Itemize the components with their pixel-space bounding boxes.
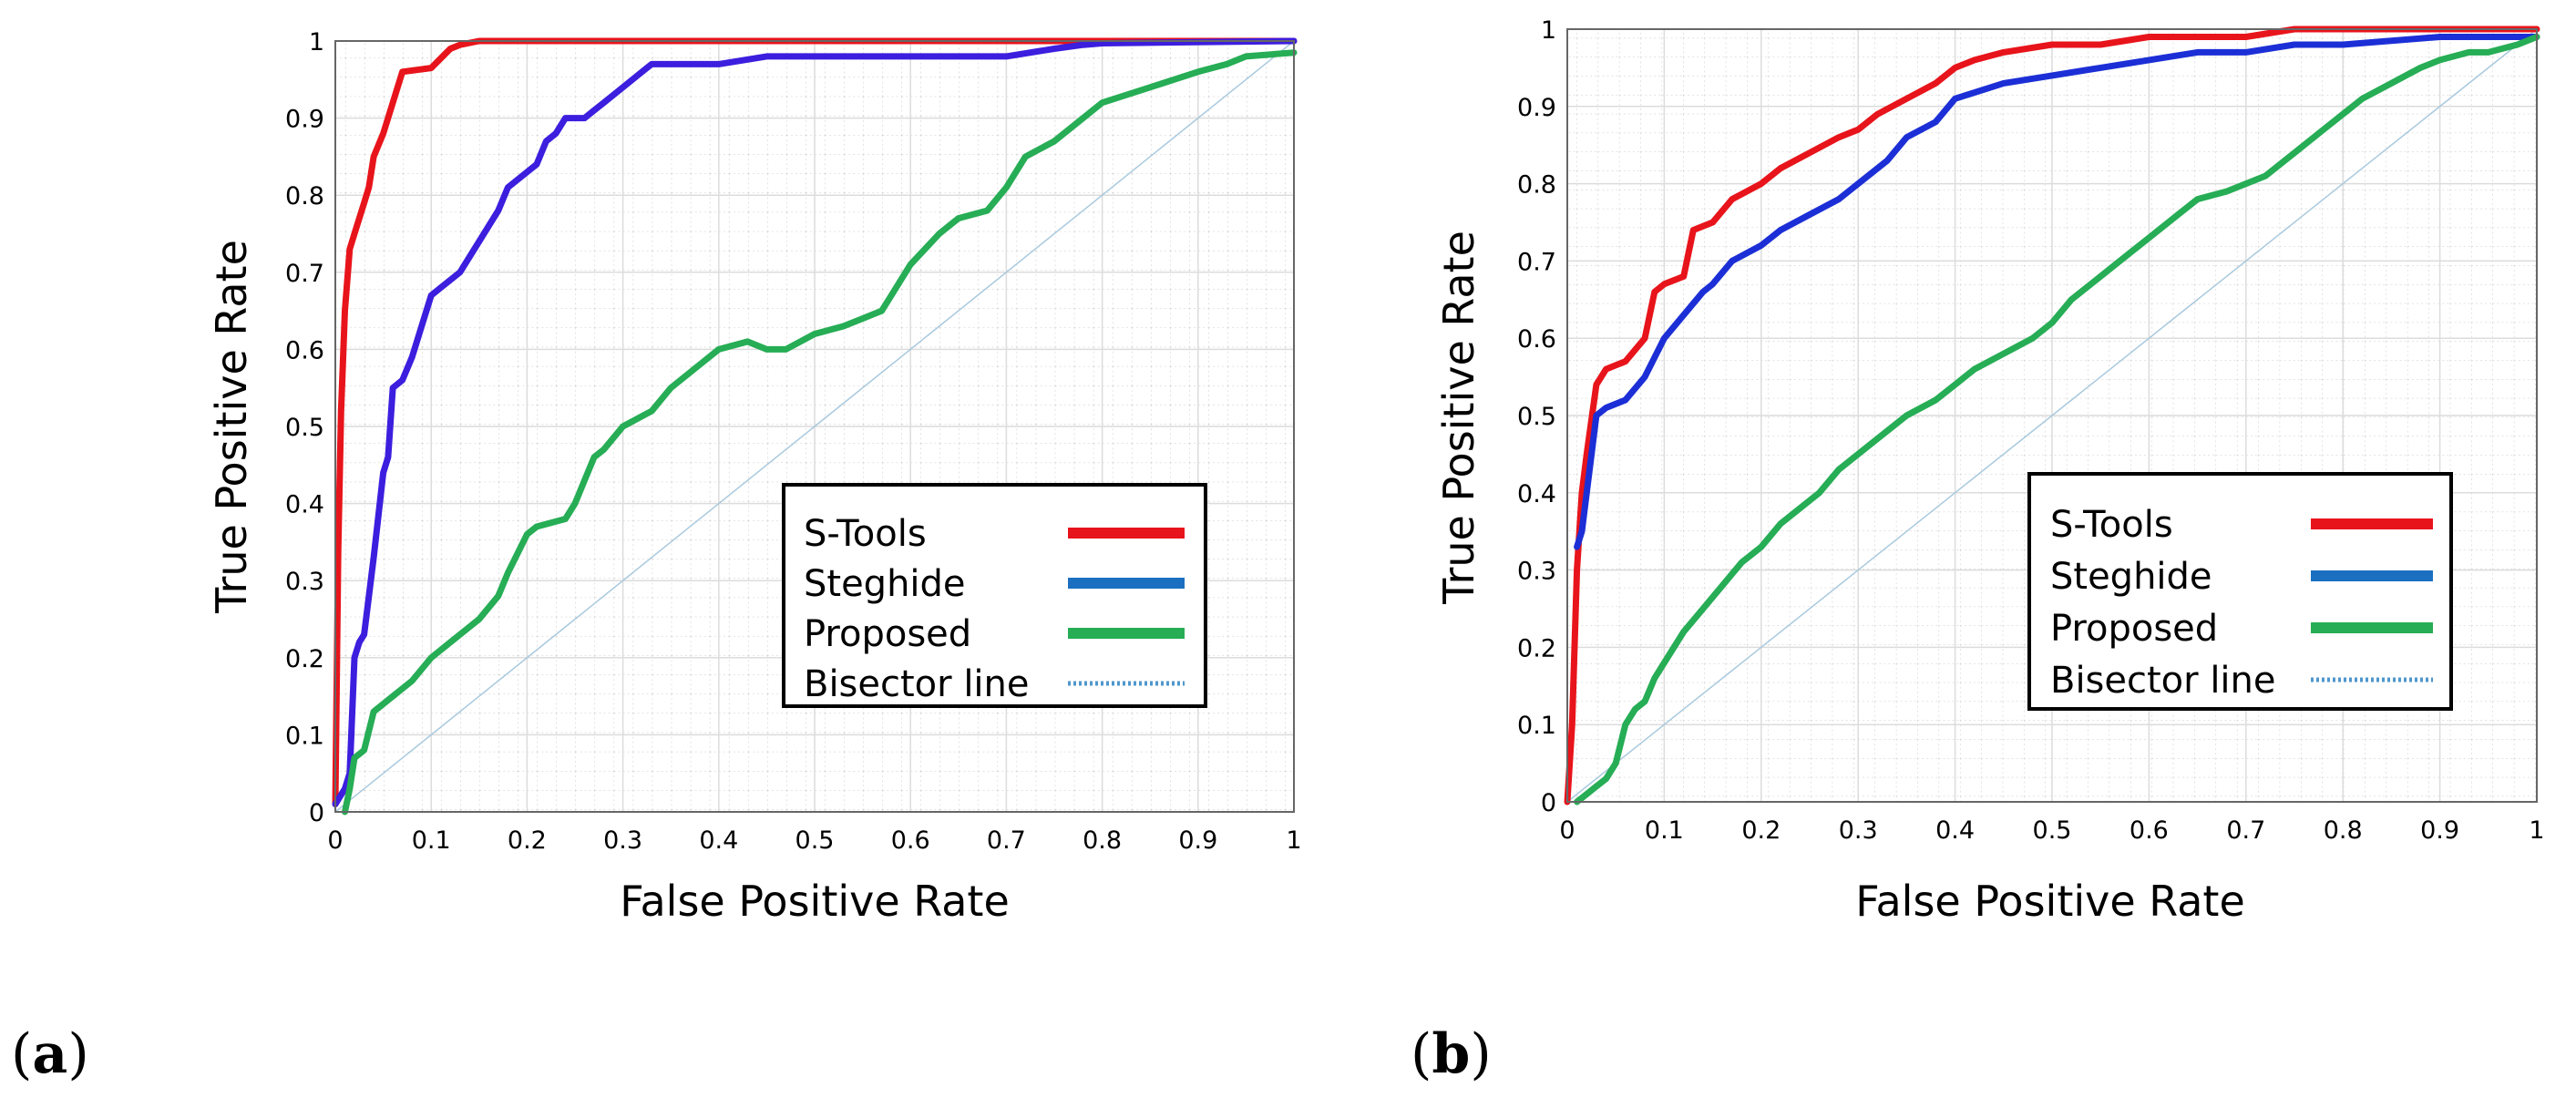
bisector-line-b (1566, 28, 2538, 803)
y-tick-label: 0.2 (285, 645, 324, 673)
x-tick-label: 0.3 (1839, 816, 1878, 845)
series-line-proposed (1574, 34, 2540, 806)
x-axis-label-a: False Positive Rate (620, 877, 1010, 926)
panel-label-a: (a) (11, 1022, 89, 1086)
y-tick-label: 0.8 (285, 182, 324, 210)
y-tick-label: 0.6 (1517, 325, 1556, 354)
bisector-line-a (334, 40, 1295, 813)
x-tick-label: 0.8 (2324, 816, 2363, 845)
legend-box-b (2027, 472, 2453, 711)
x-tick-label: 0.4 (699, 826, 738, 855)
x-axis-label-b: False Positive Rate (1855, 877, 2245, 926)
legend-label: S-Tools (804, 513, 927, 555)
series-group-b (1564, 26, 2540, 806)
chart-panel-b: 0 0.1 0.2 0.3 0.4 0.5 0.6 0.7 0.8 0.9 1 0 0.1 0.2 0.3… (1411, 16, 2545, 1086)
x-tick-label: 0.2 (1741, 816, 1781, 845)
x-tick-label: 0 (327, 826, 343, 855)
y-tick-label: 0.5 (285, 414, 324, 442)
x-tick-label: 0.8 (1083, 826, 1122, 855)
x-tick-labels-b: 0 0.1 0.2 0.3 0.4 0.5 0.6 0.7 0.8 0.9 1 (1559, 816, 2544, 845)
x-tick-label: 0.7 (987, 826, 1026, 855)
x-tick-label: 0.1 (412, 826, 451, 855)
x-tick-label: 1 (1286, 826, 1301, 855)
y-tick-label: 0.1 (285, 722, 324, 750)
x-tick-label: 0.1 (1645, 816, 1684, 845)
legend-box-a (782, 483, 1207, 708)
series-line-bisector-line (334, 40, 1295, 813)
x-tick-label: 0.3 (603, 826, 642, 855)
x-tick-label: 0.7 (2226, 816, 2265, 845)
legend-a: S-Tools Steghide Proposed Bisector line (782, 483, 1207, 708)
legend-label: Steghide (2050, 556, 2212, 598)
x-tick-labels-a: 0 0.1 0.2 0.3 0.4 0.5 0.6 0.7 0.8 0.9 1 (327, 826, 1301, 855)
x-tick-label: 0.5 (795, 826, 835, 855)
x-tick-label: 0 (1559, 816, 1575, 845)
plot-frame-a (334, 40, 1295, 813)
y-tick-label: 0.6 (285, 336, 324, 364)
y-tick-labels-b: 0 0.1 0.2 0.3 0.4 0.5 0.6 0.7 0.8 0.9 1 (1517, 16, 1556, 817)
x-tick-label: 0.9 (2420, 816, 2459, 845)
y-tick-label: 0.8 (1517, 171, 1556, 200)
y-tick-label: 0.7 (285, 260, 324, 288)
y-tick-label: 0 (309, 799, 324, 827)
series-group-a (332, 37, 1298, 816)
y-tick-label: 0.1 (1517, 712, 1556, 740)
y-tick-label: 0.2 (1517, 634, 1556, 662)
chart-panel-a: 0 0.1 0.2 0.3 0.4 0.5 0.6 0.7 0.8 0.9 1 0 0.1 0.2 0.3… (11, 28, 1302, 1086)
x-tick-label: 0.2 (508, 826, 547, 855)
y-tick-label: 0.9 (285, 106, 324, 134)
series-line-proposed (342, 49, 1298, 816)
x-tick-label: 0.9 (1178, 826, 1217, 855)
y-axis-label-a: True Positive Rate (207, 240, 256, 614)
y-tick-label: 0.3 (285, 568, 324, 596)
x-tick-label: 0.5 (2033, 816, 2072, 845)
y-tick-label: 0.4 (285, 491, 324, 519)
y-tick-label: 0.7 (1517, 248, 1556, 276)
y-tick-labels-a: 0 0.1 0.2 0.3 0.4 0.5 0.6 0.7 0.8 0.9 1 (285, 28, 324, 827)
series-line-steghide (332, 37, 1298, 807)
plot-frame-b (1566, 28, 2538, 803)
legend-label: Steghide (804, 563, 966, 605)
legend-label: Proposed (804, 613, 971, 655)
y-axis-label-b: True Positive Rate (1434, 231, 1483, 605)
x-tick-label: 0.4 (1935, 816, 1975, 845)
legend-label: Bisector line (2050, 660, 2276, 702)
y-tick-label: 0.9 (1517, 94, 1556, 122)
x-tick-label: 1 (2529, 816, 2544, 845)
series-line-steghide (1574, 34, 2540, 550)
y-tick-label: 0.4 (1517, 480, 1556, 508)
y-tick-label: 0.5 (1517, 403, 1556, 431)
x-tick-label: 0.6 (891, 826, 930, 855)
legend-b: S-Tools Steghide Proposed Bisector line (2027, 472, 2453, 711)
series-line-s-tools (332, 37, 1298, 807)
y-tick-label: 1 (309, 28, 324, 56)
series-line-bisector-line (1566, 28, 2538, 803)
y-tick-label: 0 (1541, 789, 1556, 817)
legend-label: Proposed (2050, 608, 2218, 650)
panel-label-b: (b) (1411, 1022, 1492, 1086)
y-tick-label: 1 (1541, 16, 1556, 45)
legend-label: S-Tools (2050, 504, 2173, 546)
x-tick-label: 0.6 (2130, 816, 2169, 845)
y-tick-label: 0.3 (1517, 558, 1556, 586)
legend-label: Bisector line (804, 663, 1030, 705)
series-line-s-tools (1564, 26, 2540, 806)
